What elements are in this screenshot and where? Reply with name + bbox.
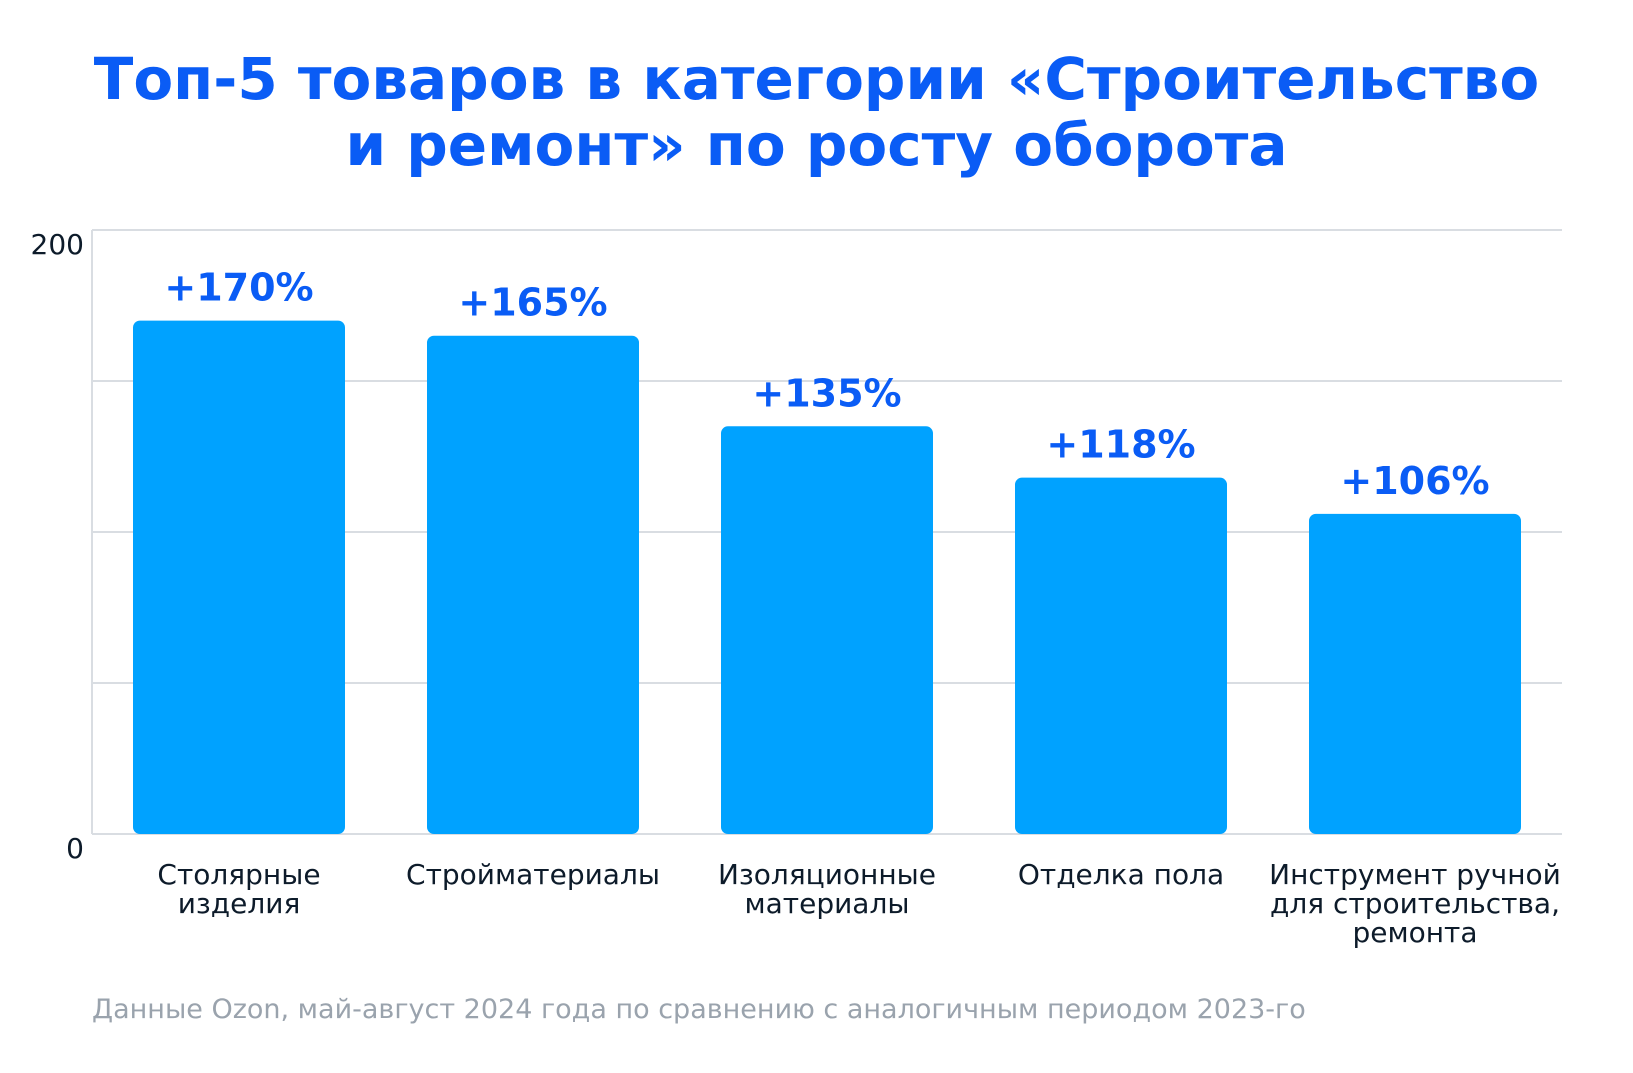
bar-1 bbox=[427, 335, 639, 834]
y-tick-label-0: 0 bbox=[66, 832, 84, 865]
bar-0 bbox=[133, 320, 345, 835]
bar-2 bbox=[721, 426, 933, 834]
value-label-4: +106% bbox=[1340, 459, 1489, 503]
chart-title-line1: Топ-5 товаров в категории «Строительство bbox=[93, 45, 1540, 113]
chart-title-line2: и ремонт» по росту оборота bbox=[345, 111, 1288, 179]
category-label-4-line-0: Инструмент ручной bbox=[1269, 858, 1561, 891]
value-label-3: +118% bbox=[1046, 423, 1195, 467]
category-label-3-line-0: Отделка пола bbox=[1018, 858, 1224, 891]
bar-3 bbox=[1015, 477, 1227, 834]
category-label-2-line-1: материалы bbox=[745, 887, 910, 920]
y-tick-label-1: 200 bbox=[31, 228, 84, 261]
category-label-4-line-2: ремонта bbox=[1352, 916, 1477, 949]
category-label-0-line-0: Столярные bbox=[157, 858, 320, 891]
value-label-2: +135% bbox=[752, 371, 901, 415]
category-label-4-line-1: для строительства, bbox=[1270, 887, 1560, 920]
bar-4 bbox=[1309, 513, 1521, 834]
chart-title: Топ-5 товаров в категории «Строительство… bbox=[0, 46, 1633, 178]
value-label-0: +170% bbox=[164, 266, 313, 310]
category-label-1-line-0: Стройматериалы bbox=[406, 858, 660, 891]
value-label-1: +165% bbox=[458, 281, 607, 325]
source-note: Данные Ozon, май-август 2024 года по сра… bbox=[92, 994, 1306, 1025]
category-label-2-line-0: Изоляционные bbox=[718, 858, 936, 891]
category-label-0-line-1: изделия bbox=[178, 887, 301, 920]
